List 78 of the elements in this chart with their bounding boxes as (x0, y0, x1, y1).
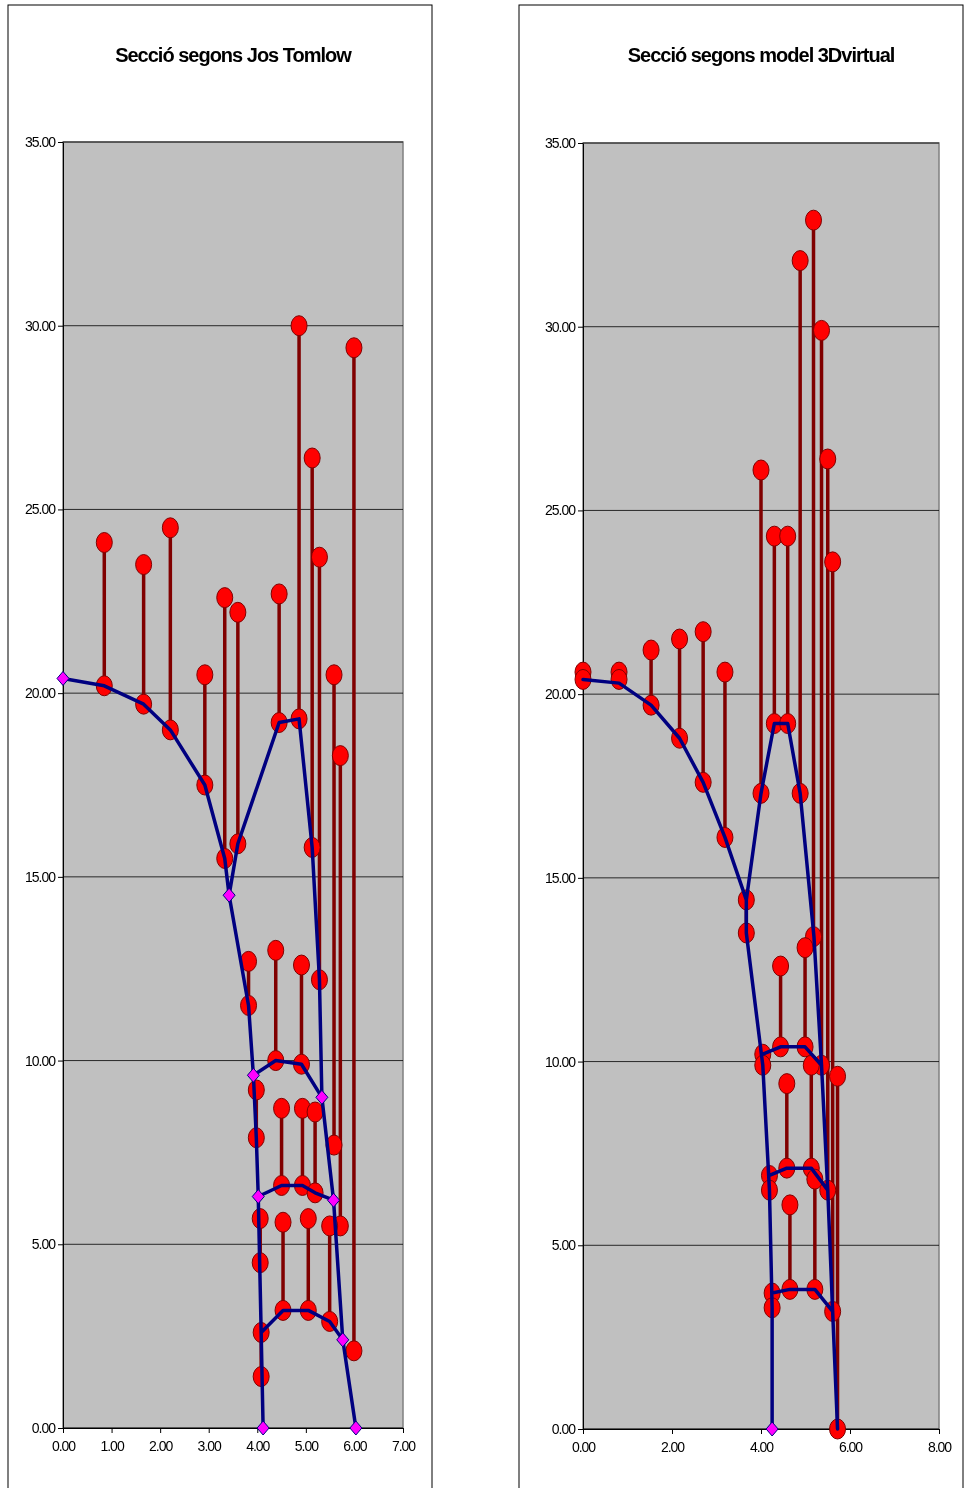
point (349, 1420, 363, 1436)
point (796, 937, 814, 959)
point (325, 664, 343, 686)
point (240, 950, 258, 972)
x-tick-label: 2.00 (660, 1439, 686, 1456)
point (829, 1065, 847, 1087)
point (246, 1067, 260, 1083)
y-tick-label: 10.00 (544, 1053, 577, 1070)
chart-title: Secció segons Jos Tomlow (115, 44, 353, 66)
point (161, 517, 179, 539)
x-tick-label: 6.00 (343, 1438, 368, 1455)
point (752, 459, 770, 481)
y-tick-label: 35.00 (24, 133, 57, 150)
point (336, 1332, 350, 1348)
y-tick-label: 0.00 (31, 1419, 57, 1436)
point (303, 447, 321, 469)
x-tick-label: 4.00 (749, 1439, 775, 1456)
point (299, 1208, 317, 1230)
point (824, 551, 842, 573)
point (56, 670, 70, 686)
x-tick-label: 4.00 (246, 1438, 271, 1455)
point (805, 209, 823, 231)
point (315, 1089, 329, 1105)
x-tick-label: 0.00 (571, 1439, 597, 1456)
point (791, 250, 809, 272)
chart-title: Secció segons model 3Dvirtual (627, 44, 895, 66)
point (694, 621, 712, 643)
point (216, 587, 234, 609)
point (327, 1192, 341, 1208)
point (274, 1211, 292, 1233)
x-tick-label: 0.00 (51, 1438, 77, 1455)
x-tick-label: 1.00 (100, 1438, 125, 1455)
point (779, 525, 797, 547)
point (196, 664, 214, 686)
point (290, 315, 308, 337)
point (135, 554, 153, 576)
point (772, 955, 790, 977)
point (345, 1340, 363, 1362)
x-tick-label: 2.00 (149, 1438, 174, 1455)
point (310, 546, 328, 568)
point (222, 887, 236, 903)
point (819, 448, 837, 470)
y-tick-label: 10.00 (24, 1052, 57, 1069)
x-tick-label: 7.00 (391, 1438, 417, 1455)
y-tick-label: 25.00 (544, 502, 577, 519)
point (781, 1194, 799, 1216)
x-tick-label: 3.00 (197, 1438, 223, 1455)
y-tick-label: 5.00 (551, 1237, 577, 1254)
point (765, 1421, 779, 1437)
point (270, 583, 288, 605)
point (345, 337, 363, 359)
y-tick-label: 5.00 (31, 1236, 57, 1253)
x-tick-label: 6.00 (838, 1439, 864, 1456)
y-tick-label: 15.00 (24, 868, 57, 885)
y-tick-label: 0.00 (551, 1420, 577, 1437)
point (778, 1073, 796, 1095)
y-tick-label: 20.00 (24, 685, 57, 702)
y-tick-label: 35.00 (544, 134, 577, 151)
point (306, 1101, 324, 1123)
point (292, 954, 310, 976)
x-tick-label: 5.00 (294, 1438, 320, 1455)
point (671, 628, 689, 650)
point (716, 661, 734, 683)
point (95, 532, 113, 553)
point (273, 1097, 291, 1119)
y-tick-label: 30.00 (544, 318, 577, 335)
y-tick-label: 30.00 (24, 317, 57, 334)
point (331, 745, 349, 767)
point (642, 639, 660, 661)
x-tick-label: 8.00 (927, 1439, 953, 1456)
y-tick-label: 15.00 (544, 869, 577, 886)
point (251, 1189, 265, 1205)
y-tick-label: 20.00 (544, 686, 577, 703)
point (229, 601, 247, 623)
point (267, 939, 285, 961)
point (813, 319, 831, 341)
point (256, 1420, 270, 1436)
y-tick-label: 25.00 (24, 501, 57, 518)
